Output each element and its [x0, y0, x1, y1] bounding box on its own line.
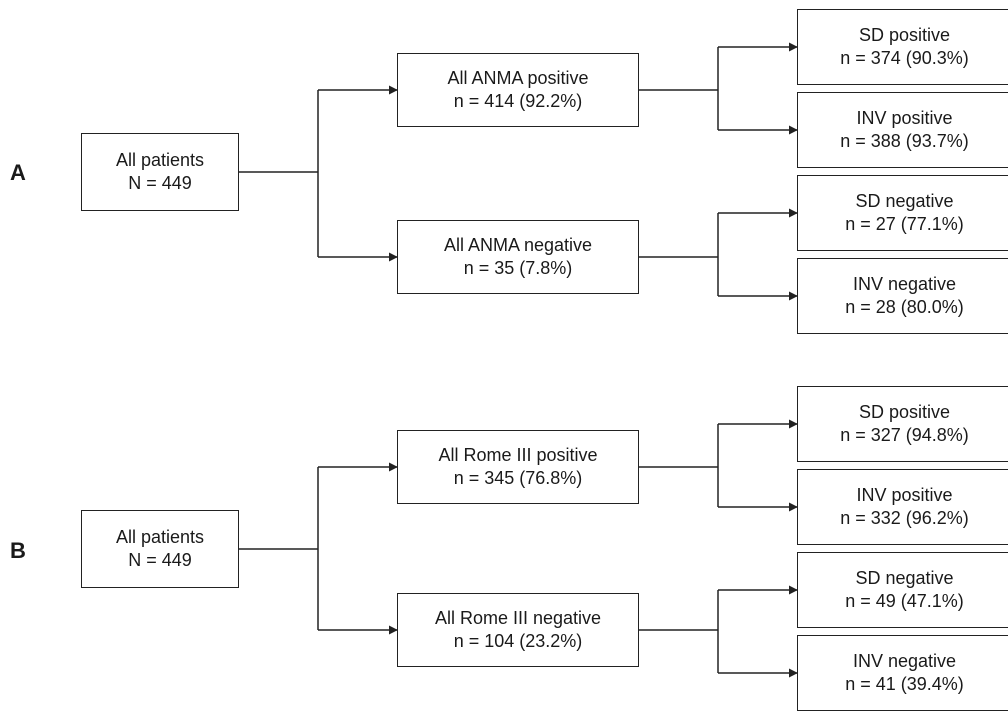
leaf-node-inv-negative-a: INV negative n = 28 (80.0%) — [797, 258, 1008, 334]
panel-label-b: B — [10, 538, 26, 563]
root-title: All patients — [115, 150, 205, 170]
leaf-count: n = 332 (96.2%) — [840, 508, 969, 528]
leaf-node-inv-positive-b: INV positive n = 332 (96.2%) — [797, 469, 1008, 545]
leaf-node-sd-negative-b: SD negative n = 49 (47.1%) — [797, 552, 1008, 628]
leaf-title: INV positive — [856, 485, 953, 505]
branch-node-rome-negative: All Rome III negative n = 104 (23.2%) — [397, 593, 639, 667]
root-count: N = 449 — [128, 550, 192, 570]
branch-count: n = 104 (23.2%) — [453, 631, 583, 651]
leaf-title: INV negative — [852, 274, 957, 294]
leaf-count: n = 41 (39.4%) — [845, 674, 964, 694]
branch-count: n = 35 (7.8%) — [463, 258, 573, 278]
leaf-title: SD negative — [855, 568, 954, 588]
leaf-node-inv-positive-a: INV positive n = 388 (93.7%) — [797, 92, 1008, 168]
leaf-title: INV negative — [852, 651, 957, 671]
root-node-a: All patients N = 449 — [81, 133, 239, 211]
leaf-title: SD negative — [855, 191, 954, 211]
branch-count: n = 345 (76.8%) — [453, 468, 583, 488]
root-title: All patients — [115, 527, 205, 547]
leaf-node-sd-positive-a: SD positive n = 374 (90.3%) — [797, 9, 1008, 85]
leaf-count: n = 388 (93.7%) — [840, 131, 969, 151]
branch-count: n = 414 (92.2%) — [453, 91, 583, 111]
leaf-title: SD positive — [858, 402, 951, 422]
leaf-node-sd-negative-a: SD negative n = 27 (77.1%) — [797, 175, 1008, 251]
panel-label-a: A — [10, 160, 26, 185]
branch-node-anma-negative: All ANMA negative n = 35 (7.8%) — [397, 220, 639, 294]
branch-node-anma-positive: All ANMA positive n = 414 (92.2%) — [397, 53, 639, 127]
leaf-count: n = 327 (94.8%) — [840, 425, 969, 445]
branch-title: All ANMA negative — [443, 235, 593, 255]
leaf-count: n = 374 (90.3%) — [840, 48, 969, 68]
leaf-node-sd-positive-b: SD positive n = 327 (94.8%) — [797, 386, 1008, 462]
branch-node-rome-positive: All Rome III positive n = 345 (76.8%) — [397, 430, 639, 504]
leaf-node-inv-negative-b: INV negative n = 41 (39.4%) — [797, 635, 1008, 711]
leaf-count: n = 27 (77.1%) — [845, 214, 964, 234]
root-node-b: All patients N = 449 — [81, 510, 239, 588]
branch-title: All Rome III negative — [434, 608, 602, 628]
leaf-title: INV positive — [856, 108, 953, 128]
root-count: N = 449 — [128, 173, 192, 193]
branch-title: All ANMA positive — [447, 68, 589, 88]
branch-title: All Rome III positive — [438, 445, 598, 465]
leaf-title: SD positive — [858, 25, 951, 45]
leaf-count: n = 49 (47.1%) — [845, 591, 964, 611]
leaf-count: n = 28 (80.0%) — [845, 297, 964, 317]
